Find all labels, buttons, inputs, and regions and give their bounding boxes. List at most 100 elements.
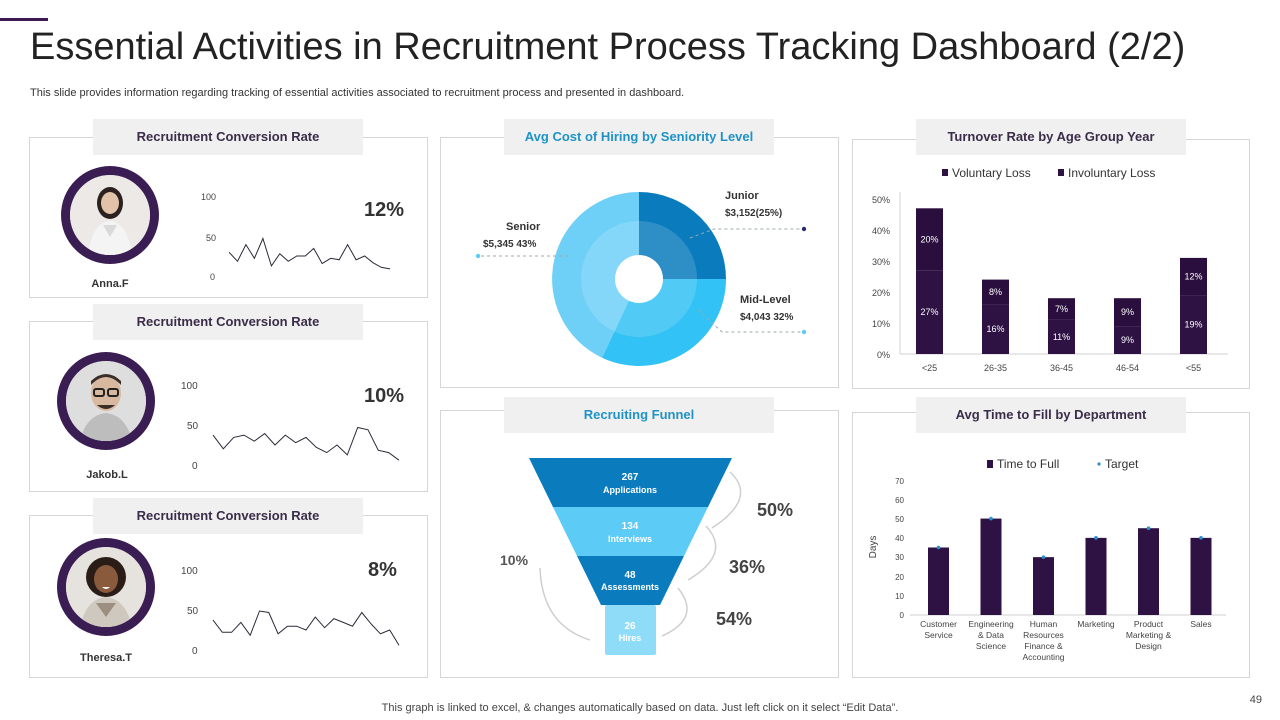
bar-time-to-fill: [1190, 537, 1212, 615]
bar-time-to-fill: [980, 518, 1002, 615]
y-tick: 30%: [872, 257, 890, 267]
legend-marker-target: [1097, 462, 1101, 466]
leader-dot: [801, 226, 807, 232]
time-to-fill-panel: [852, 412, 1250, 678]
recruiter-panel-1-header: Recruitment Conversion Rate: [93, 119, 363, 155]
pie-slice-junior: [639, 192, 726, 279]
label-senior-value: $5,345 43%: [483, 239, 537, 250]
time-to-fill-bar-chart: Time to Full Target Days 70 60 50 40 30 …: [868, 457, 1226, 662]
bar-label-voluntary: 11%: [1053, 332, 1070, 342]
bar-voluntary: [1180, 295, 1207, 354]
avatar-jakob: [57, 352, 155, 450]
funnel-rate-1: 50%: [757, 500, 794, 520]
recruiter-panel-3-header: Recruitment Conversion Rate: [93, 498, 363, 534]
x-tick: <25: [922, 363, 937, 373]
pie-slice-senior: [552, 192, 639, 358]
label-junior-value: $3,152(25%): [725, 208, 783, 219]
funnel-value: 26: [624, 621, 636, 632]
accent-line: [0, 18, 48, 21]
conversion-sparkline-2: [212, 426, 400, 461]
y-tick: 100: [181, 381, 198, 392]
x-tick: & Data: [978, 630, 1004, 640]
y-tick: 50: [187, 421, 199, 432]
conversion-sparkline-1: [228, 237, 391, 270]
bar-time-to-fill: [1033, 557, 1054, 615]
bar-voluntary: [916, 270, 943, 354]
footer-note: This graph is linked to excel, & changes…: [381, 702, 899, 714]
time-to-fill-panel-header: Avg Time to Fill by Department: [916, 397, 1186, 433]
funnel-stage-applications: [529, 458, 732, 507]
turnover-bar-chart: Voluntary Loss Involuntary Loss 50% 40% …: [872, 166, 1228, 373]
y-tick: 60: [895, 496, 904, 505]
funnel-rate-3: 54%: [716, 609, 753, 629]
conversion-sparkline-3: [212, 610, 400, 646]
y-tick: 40%: [872, 226, 890, 236]
x-tick: Science: [976, 641, 1007, 651]
conversion-rate: 12%: [364, 199, 405, 221]
target-marker: [989, 516, 993, 521]
y-tick: 0: [192, 461, 198, 472]
funnel-rate-left: 10%: [500, 552, 529, 568]
y-tick: 100: [181, 566, 198, 577]
x-tick: Service: [924, 630, 953, 640]
funnel-arrow-right-2: [687, 525, 717, 581]
legend-swatch-time: [987, 460, 993, 468]
funnel-label: Applications: [603, 485, 657, 495]
leader-line-junior: [689, 228, 804, 239]
x-tick: Product: [1134, 619, 1164, 629]
x-tick: Marketing &: [1126, 630, 1172, 640]
x-tick: <55: [1186, 363, 1201, 373]
turnover-panel-header: Turnover Rate by Age Group Year: [916, 119, 1186, 155]
bar-label-involuntary: 7%: [1055, 304, 1068, 314]
legend-time-label: Time to Full: [997, 457, 1059, 471]
y-tick: 50: [206, 233, 217, 243]
bar-time-to-fill: [928, 547, 949, 615]
funnel-value: 48: [624, 570, 636, 581]
bar-label-voluntary: 27%: [920, 307, 938, 317]
funnel-stage-hires: [605, 605, 656, 655]
target-marker: [1146, 526, 1151, 531]
target-marker: [1041, 555, 1046, 559]
conversion-rate: 10%: [364, 385, 405, 407]
bar-voluntary: [1048, 319, 1075, 354]
x-tick: 26-35: [984, 363, 1007, 373]
label-mid-name: Mid-Level: [740, 294, 791, 306]
bar-label-involuntary: 9%: [1121, 307, 1134, 317]
x-tick: Sales: [1190, 619, 1211, 629]
leader-line-mid: [697, 309, 804, 333]
funnel-label: Hires: [619, 633, 642, 643]
person-photo-icon: [66, 361, 146, 441]
bar-involuntary: [916, 208, 943, 271]
legend-involuntary-label: Involuntary Loss: [1068, 166, 1155, 180]
recruiter-name: Anna.F: [91, 278, 129, 290]
recruiter-name: Theresa.T: [80, 652, 132, 664]
recruiter-panel-2-header: Recruitment Conversion Rate: [93, 304, 363, 340]
x-tick: Resources: [1023, 630, 1064, 640]
avatar-anna: [61, 166, 159, 264]
y-axis-title: Days: [868, 536, 879, 559]
person-photo-icon: [66, 547, 146, 627]
cost-panel-header: Avg Cost of Hiring by Seniority Level: [504, 119, 774, 155]
y-tick: 20%: [872, 288, 890, 298]
leader-dot: [475, 253, 481, 259]
conversion-rate: 8%: [368, 559, 397, 581]
bar-label-voluntary: 9%: [1121, 335, 1134, 345]
y-tick: 50%: [872, 195, 890, 205]
person-photo-icon: [70, 175, 150, 255]
y-tick: 100: [201, 192, 217, 202]
sparkline-path: [212, 426, 400, 461]
legend-swatch-voluntary: [942, 169, 948, 176]
sparkline-path: [212, 610, 400, 646]
funnel-label: Assessments: [601, 582, 659, 592]
x-tick: Engineering: [968, 619, 1014, 629]
x-tick: Customer: [920, 619, 957, 629]
y-tick: 20: [895, 573, 904, 582]
legend-target-label: Target: [1105, 457, 1139, 471]
y-tick: 30: [895, 553, 904, 562]
funnel-value: 134: [622, 521, 639, 532]
bar-label-involuntary: 20%: [920, 234, 938, 244]
x-tick: 36-45: [1050, 363, 1073, 373]
bar-involuntary: [1114, 298, 1141, 327]
y-tick: 0: [210, 272, 216, 282]
recruiter-panel-2: [29, 321, 428, 492]
